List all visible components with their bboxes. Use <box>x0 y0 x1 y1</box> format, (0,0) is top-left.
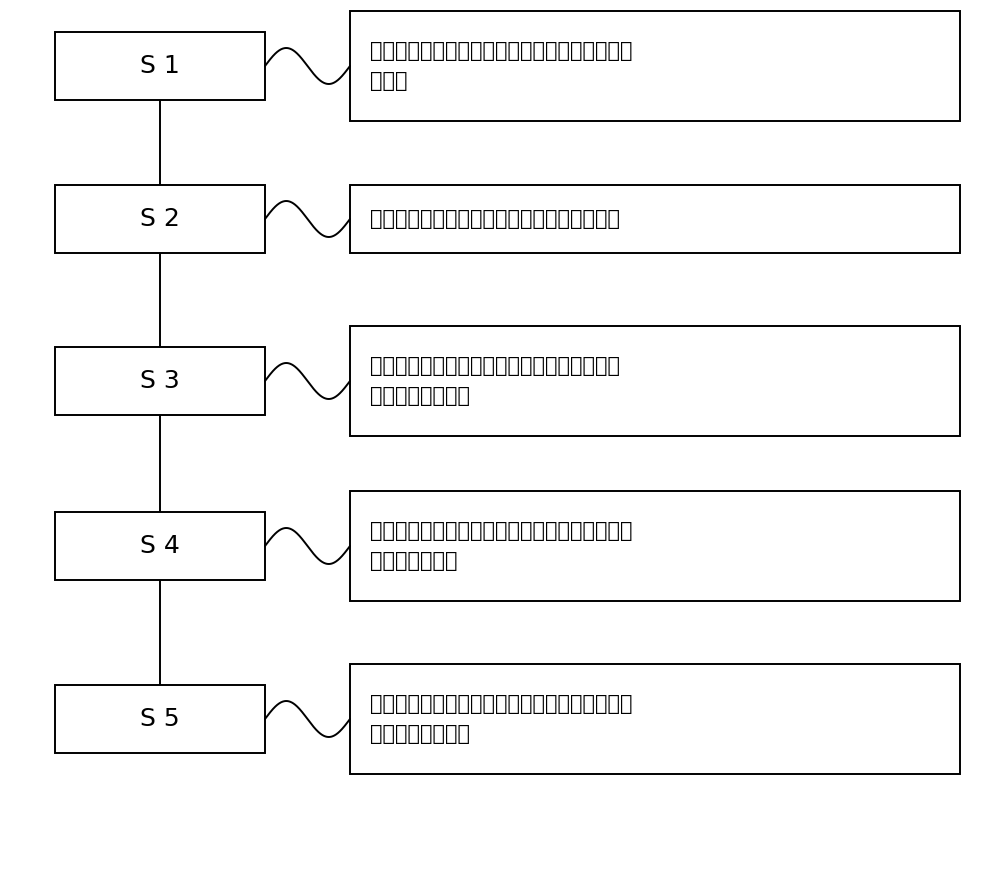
Bar <box>55 347 265 415</box>
Text: 设置充电桩，对充电桩进行机加工及装配处理: 设置充电桩，对充电桩进行机加工及装配处理 <box>370 209 620 229</box>
Text: 通过喷沙机对充电桩插头中母排与铜柱焊接表: 通过喷沙机对充电桩插头中母排与铜柱焊接表 <box>370 356 620 376</box>
Text: 通过清洁装置对喷沙处理后的充电桩插头中母排: 通过清洁装置对喷沙处理后的充电桩插头中母排 <box>370 521 633 541</box>
Text: 设置喷沙机、清洁装置、单模光纤激光器及四轴: 设置喷沙机、清洁装置、单模光纤激光器及四轴 <box>370 41 633 61</box>
Text: 工控机: 工控机 <box>370 71 408 91</box>
Bar <box>350 664 960 774</box>
Text: S 5: S 5 <box>140 707 180 731</box>
Text: 通过单模光纤激光器对清洁后的充电桩插头中母: 通过单模光纤激光器对清洁后的充电桩插头中母 <box>370 694 633 714</box>
Text: S 3: S 3 <box>140 369 180 393</box>
Bar <box>350 326 960 436</box>
Text: 排与铜柱进行焊接: 排与铜柱进行焊接 <box>370 724 470 744</box>
Text: 与铜柱进行清洁: 与铜柱进行清洁 <box>370 551 458 571</box>
Text: S 4: S 4 <box>140 534 180 558</box>
Bar <box>55 185 265 253</box>
Bar <box>350 491 960 601</box>
Bar <box>55 32 265 100</box>
Text: S 1: S 1 <box>140 54 180 78</box>
Bar <box>350 185 960 253</box>
Text: S 2: S 2 <box>140 207 180 231</box>
Bar <box>55 685 265 753</box>
Bar <box>55 512 265 580</box>
Text: 面进行喷沙处理处: 面进行喷沙处理处 <box>370 386 470 406</box>
Bar <box>350 11 960 121</box>
